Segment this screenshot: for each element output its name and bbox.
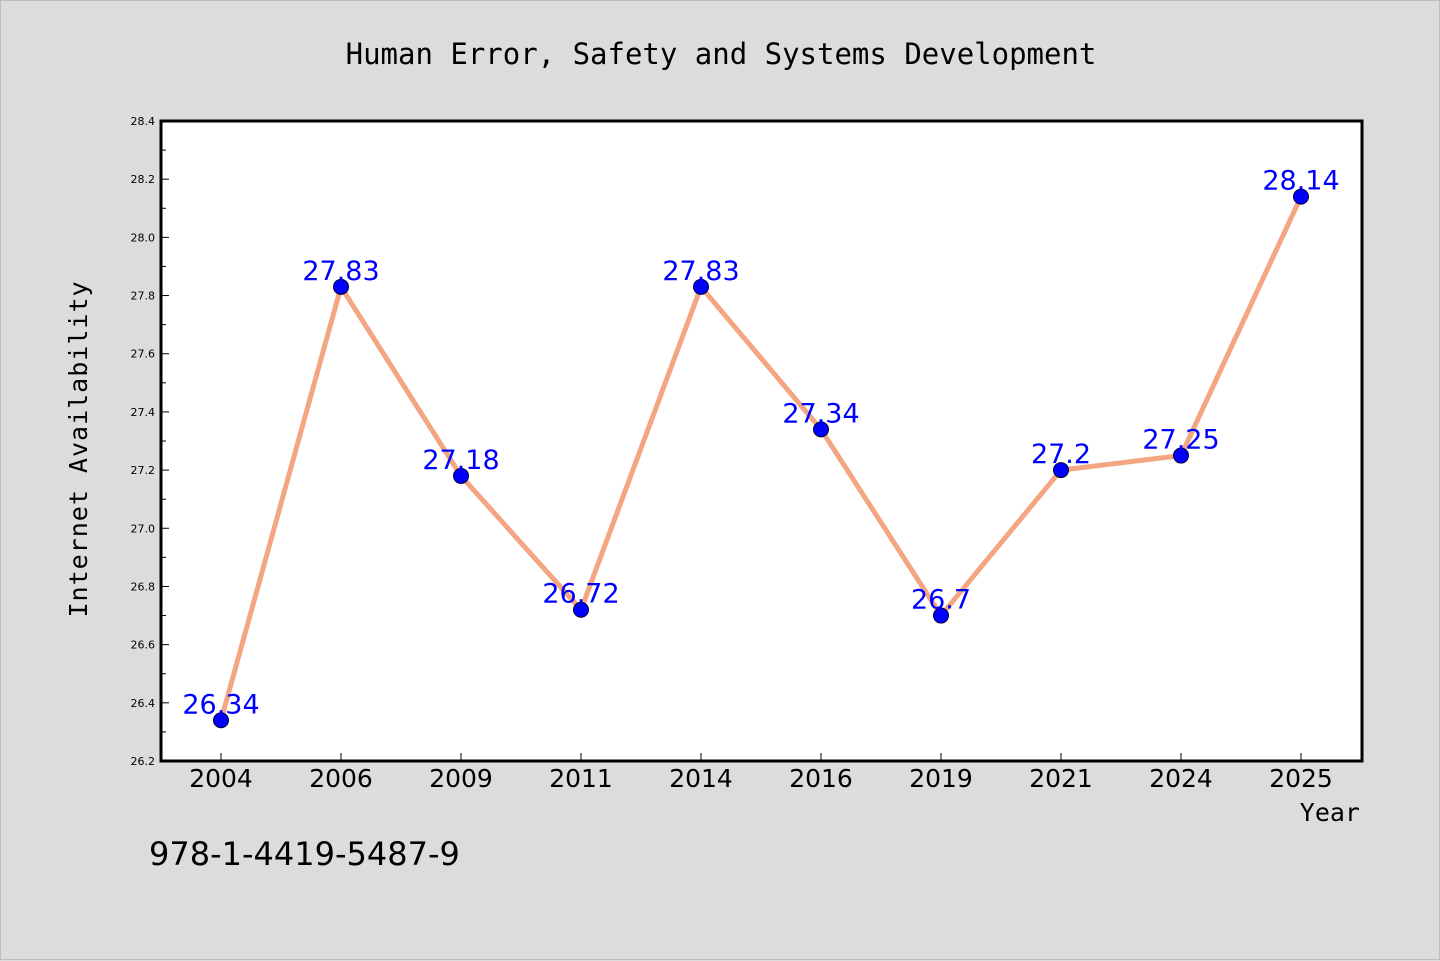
y-tick-label: 26.4 <box>131 697 156 710</box>
data-point-2024 <box>1173 447 1189 464</box>
data-label-2019: 26.7 <box>911 585 971 616</box>
data-label-2016: 27.34 <box>782 398 859 429</box>
y-tick-label: 28.0 <box>131 231 156 244</box>
data-point-2019 <box>933 607 949 624</box>
data-point-2021 <box>1053 462 1069 479</box>
y-tick-label: 26.6 <box>131 639 156 652</box>
data-label-2006: 27.83 <box>302 256 379 287</box>
data-point-2014 <box>693 278 709 295</box>
series-line <box>218 194 1304 723</box>
y-tick-label: 27.8 <box>131 290 156 303</box>
x-tick-label: 2021 <box>1029 764 1093 793</box>
y-axis: 26.2 26.4 26.6 26.8 27.0 27.2 27.4 27.6 27.8 28.0… <box>131 115 169 768</box>
data-label-2025: 28.14 <box>1262 166 1339 197</box>
data-point-2004 <box>213 712 229 729</box>
data-label-2009: 27.18 <box>422 445 499 476</box>
y-tick-label: 26.8 <box>131 580 156 593</box>
data-label-2024: 27.25 <box>1142 425 1219 456</box>
data-point-2009 <box>453 467 469 484</box>
x-tick-label: 2006 <box>309 764 373 793</box>
y-tick-label: 27.6 <box>131 348 156 361</box>
x-tick-label: 2025 <box>1269 764 1333 793</box>
chart-title: Human Error, Safety and Systems Developm… <box>346 37 1097 71</box>
x-tick-label: 2019 <box>909 764 973 793</box>
y-tick-label: 27.2 <box>131 464 156 477</box>
isbn-annotation: 978-1-4419-5487-9 <box>149 835 460 873</box>
x-tick-label: 2024 <box>1149 764 1213 793</box>
x-axis-title: Year <box>1300 798 1360 827</box>
y-tick-label: 28.2 <box>131 173 156 186</box>
data-point-2006 <box>333 278 349 295</box>
plot-area <box>161 121 1362 761</box>
series-layer: 26.34 27.83 27.18 26.72 27.83 27.34 26.7 27.2 27… <box>182 166 1340 729</box>
y-tick-label: 27.4 <box>131 406 156 419</box>
data-label-2011: 26.72 <box>542 579 619 610</box>
y-tick-label: 27.0 <box>131 522 156 535</box>
y-axis-title: Internet Availability <box>64 280 93 617</box>
x-axis: 2004 2006 2009 2011 2014 2016 2019 2021 2024 2025 <box>189 753 1333 793</box>
x-tick-label: 2016 <box>789 764 853 793</box>
plot-frame <box>159 119 1364 763</box>
y-tick-label: 26.2 <box>131 755 156 768</box>
data-label-2004: 26.34 <box>182 689 259 720</box>
data-point-2025 <box>1293 188 1309 205</box>
data-label-2021: 27.2 <box>1031 439 1091 470</box>
data-point-2016 <box>813 421 829 438</box>
data-point-2011 <box>573 601 589 618</box>
x-tick-label: 2009 <box>429 764 493 793</box>
data-label-2014: 27.83 <box>662 256 739 287</box>
x-tick-label: 2014 <box>669 764 733 793</box>
x-tick-label: 2004 <box>189 764 253 793</box>
x-tick-label: 2011 <box>549 764 613 793</box>
y-tick-label: 28.4 <box>131 115 156 128</box>
